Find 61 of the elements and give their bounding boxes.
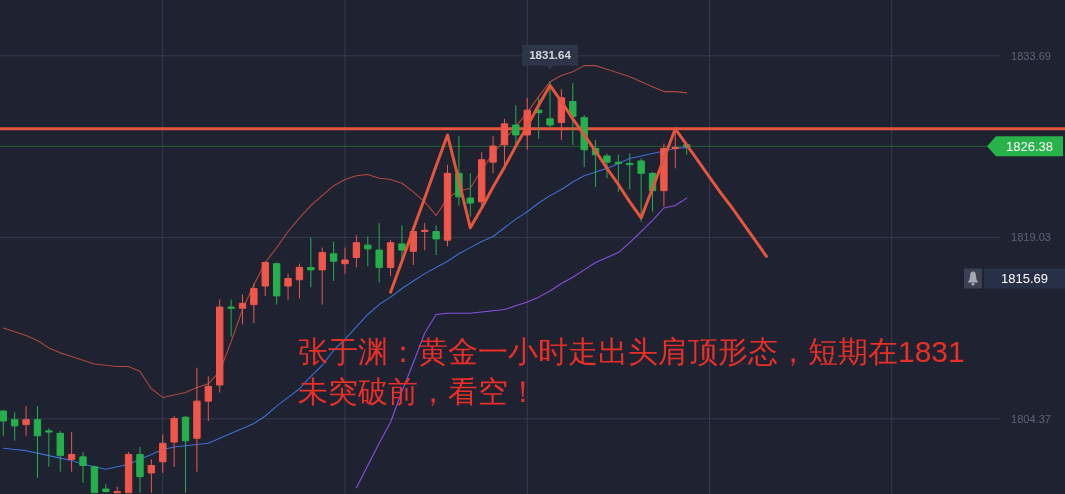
candlestick [443, 164, 452, 247]
candlestick [295, 263, 304, 299]
candlestick [56, 430, 64, 473]
y-tick-label: 1819.03 [1011, 231, 1051, 244]
candlestick [147, 458, 156, 494]
candlestick [432, 224, 440, 256]
candlestick [45, 427, 53, 468]
candlestick [614, 154, 623, 193]
annotation: 1831.64 [529, 49, 572, 62]
candlestick [284, 273, 292, 301]
candlestick [238, 294, 247, 325]
candlestick [216, 299, 224, 393]
candlestick [193, 367, 201, 473]
candlestick [102, 483, 110, 494]
candlestick [671, 129, 680, 169]
y-tick-label: 1833.69 [1011, 49, 1051, 62]
candlestick [204, 375, 213, 422]
candlestick [466, 172, 474, 218]
candlestick [22, 405, 30, 437]
candlestick [250, 283, 258, 324]
candlestick [364, 235, 372, 267]
candlestick [10, 411, 19, 442]
candlestick [170, 415, 178, 468]
ref-line-label: 1826.38 [1006, 138, 1053, 154]
candlestick [637, 157, 645, 223]
annotation: 张于渊：黄金一小时走出头肩顶形态，短期在1831 [298, 335, 965, 368]
candlestick [318, 247, 326, 306]
candlestick [569, 82, 577, 146]
candlestick [124, 451, 133, 494]
line-series [2, 146, 688, 470]
high-label: 1831.64 [522, 44, 578, 70]
candlestick [512, 104, 520, 146]
candlestick [398, 224, 406, 261]
candlestick [159, 434, 167, 474]
candlestick [603, 153, 611, 179]
candlestick [546, 80, 554, 129]
candlestick [375, 222, 383, 283]
candlestick [626, 153, 634, 190]
candlestick [489, 135, 497, 174]
candlestick [261, 260, 269, 297]
candlestick [113, 486, 121, 494]
alert-label: 1815.69 [984, 268, 1065, 289]
candlestick [33, 405, 42, 479]
candlestick [329, 240, 338, 282]
price-tag: 1826.38 [987, 136, 1063, 157]
candlestick [181, 415, 190, 494]
candlestick [477, 151, 486, 207]
candlestick [421, 222, 429, 251]
candlestick [67, 431, 76, 473]
candlestick [352, 234, 361, 268]
candlestick [386, 239, 395, 277]
candlestick [136, 446, 144, 494]
candlestick [79, 451, 87, 484]
candlestick [307, 237, 315, 288]
candlestick [0, 409, 7, 437]
candlestick [227, 299, 235, 338]
candlestick [272, 261, 281, 306]
candlestick [90, 465, 99, 494]
candlestick [500, 118, 509, 166]
candlestick [341, 247, 349, 275]
y-tick-label: 1804.37 [1011, 412, 1051, 425]
